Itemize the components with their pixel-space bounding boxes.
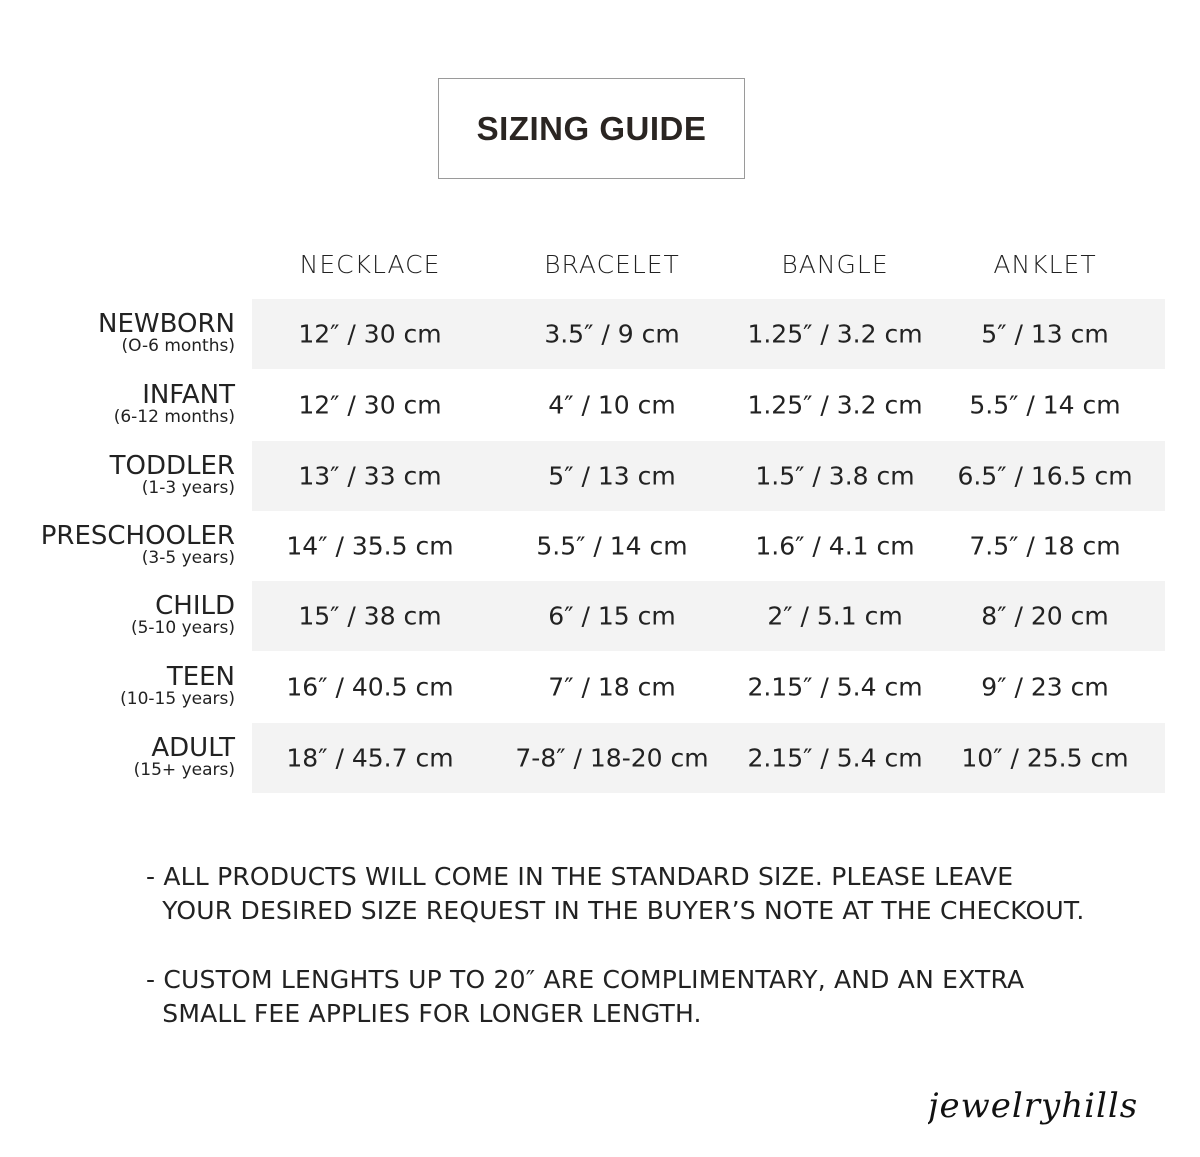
cell-necklace: 15″ / 38 cm <box>298 601 442 631</box>
table-row-child: 15″ / 38 cm 6″ / 15 cm 2″ / 5.1 cm 8″ / 20 … <box>252 581 1165 651</box>
age-range: (3-5 years) <box>141 548 235 568</box>
cell-necklace: 16″ / 40.5 cm <box>286 672 454 702</box>
age-range: (6-12 months) <box>113 407 235 427</box>
age-range: (15+ years) <box>133 760 235 780</box>
cell-bangle: 2.15″ / 5.4 cm <box>747 672 923 702</box>
table-row-adult: 18″ / 45.7 cm 7-8″ / 18-20 cm 2.15″ / 5.4 … <box>252 723 1165 793</box>
cell-bracelet: 7-8″ / 18-20 cm <box>515 743 709 773</box>
size-category: INFANT <box>142 380 235 410</box>
size-category: ADULT <box>151 733 235 763</box>
cell-necklace: 14″ / 35.5 cm <box>286 531 454 561</box>
cell-anklet: 10″ / 25.5 cm <box>961 743 1129 773</box>
cell-bangle: 1.5″ / 3.8 cm <box>755 461 915 491</box>
size-category: TODDLER <box>109 451 235 481</box>
note-standard-size: - ALL PRODUCTS WILL COME IN THE STANDARD… <box>146 862 1085 925</box>
cell-anklet: 6.5″ / 16.5 cm <box>957 461 1133 491</box>
column-header-anklet: ANKLET <box>993 250 1097 279</box>
table-row-toddler: 13″ / 33 cm 5″ / 13 cm 1.5″ / 3.8 cm 6.5″ /… <box>252 441 1165 511</box>
cell-bangle: 2″ / 5.1 cm <box>767 601 903 631</box>
age-range: (O-6 months) <box>121 336 235 356</box>
size-category: PRESCHOOLER <box>40 521 235 551</box>
cell-bracelet: 6″ / 15 cm <box>548 601 676 631</box>
row-label: PRESCHOOLER (3-5 years) <box>41 523 235 567</box>
column-header-necklace: NECKLACE <box>299 250 441 279</box>
row-label: TEEN (10-15 years) <box>120 664 235 708</box>
brand-logo: jewelryhills <box>921 1085 1158 1139</box>
cell-bracelet: 5.5″ / 14 cm <box>536 531 688 561</box>
age-range: (1-3 years) <box>141 478 235 498</box>
table-row-teen: 16″ / 40.5 cm 7″ / 18 cm 2.15″ / 5.4 cm 9″ … <box>252 652 1165 722</box>
note-custom-length: - CUSTOM LENGHTS UP TO 20″ ARE COMPLIMEN… <box>146 965 1025 1028</box>
table-row-preschooler: 14″ / 35.5 cm 5.5″ / 14 cm 1.6″ / 4.1 cm 7.… <box>252 511 1165 581</box>
cell-bracelet: 7″ / 18 cm <box>548 672 676 702</box>
cell-necklace: 13″ / 33 cm <box>298 461 442 491</box>
cell-anklet: 7.5″ / 18 cm <box>969 531 1121 561</box>
row-label: CHILD (5-10 years) <box>131 593 235 637</box>
table-row-newborn: 12″ / 30 cm 3.5″ / 9 cm 1.25″ / 3.2 cm 5″ /… <box>252 299 1165 369</box>
age-range: (10-15 years) <box>120 689 235 709</box>
row-label: INFANT (6-12 months) <box>114 382 235 426</box>
notes: - ALL PRODUCTS WILL COME IN THE STANDARD… <box>146 860 1085 1066</box>
page-title: SIZING GUIDE <box>476 109 707 147</box>
size-category: NEWBORN <box>98 309 235 339</box>
cell-anklet: 5.5″ / 14 cm <box>969 390 1121 420</box>
cell-anklet: 9″ / 23 cm <box>981 672 1109 702</box>
row-label: NEWBORN (O-6 months) <box>98 311 235 355</box>
cell-bangle: 1.25″ / 3.2 cm <box>747 390 923 420</box>
size-category: TEEN <box>166 662 235 692</box>
cell-necklace: 12″ / 30 cm <box>298 319 442 349</box>
cell-bracelet: 5″ / 13 cm <box>548 461 676 491</box>
row-label: ADULT (15+ years) <box>134 735 235 779</box>
cell-bangle: 2.15″ / 5.4 cm <box>747 743 923 773</box>
size-category: CHILD <box>155 591 235 621</box>
cell-bracelet: 4″ / 10 cm <box>548 390 676 420</box>
column-header-bracelet: BRACELET <box>544 250 680 279</box>
column-header-bangle: BANGLE <box>781 250 889 279</box>
cell-necklace: 18″ / 45.7 cm <box>286 743 454 773</box>
cell-necklace: 12″ / 30 cm <box>298 390 442 420</box>
title-box: SIZING GUIDE <box>438 78 745 179</box>
cell-anklet: 5″ / 13 cm <box>981 319 1109 349</box>
svg-text:jewelryhills: jewelryhills <box>928 1086 1138 1126</box>
age-range: (5-10 years) <box>130 618 235 638</box>
row-label: TODDLER (1-3 years) <box>110 453 235 497</box>
cell-anklet: 8″ / 20 cm <box>981 601 1109 631</box>
table-row-infant: 12″ / 30 cm 4″ / 10 cm 1.25″ / 3.2 cm 5.5″ … <box>252 370 1165 440</box>
cell-bangle: 1.6″ / 4.1 cm <box>755 531 915 561</box>
cell-bracelet: 3.5″ / 9 cm <box>544 319 680 349</box>
cell-bangle: 1.25″ / 3.2 cm <box>747 319 923 349</box>
